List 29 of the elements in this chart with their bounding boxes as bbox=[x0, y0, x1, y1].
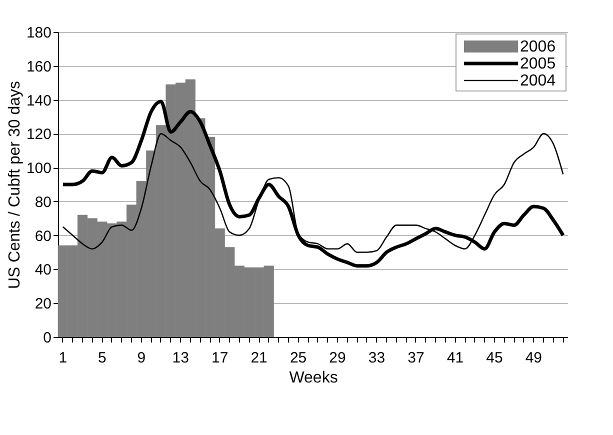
y-tick-label: 0 bbox=[43, 330, 52, 346]
y-tick-label: 160 bbox=[26, 58, 52, 76]
y-tick-label: 20 bbox=[34, 296, 52, 313]
x-tick-label: 17 bbox=[211, 350, 228, 366]
x-tick-label: 33 bbox=[368, 350, 386, 366]
line-series bbox=[61, 100, 565, 268]
legend-label: 2005 bbox=[520, 56, 556, 72]
x-tick-label: 41 bbox=[446, 350, 464, 366]
x-tick-label: 13 bbox=[172, 350, 189, 366]
y-tick-label: 140 bbox=[26, 92, 52, 110]
x-tick-label: 37 bbox=[408, 350, 424, 366]
x-tick-label: 21 bbox=[250, 350, 268, 366]
x-tick-label: 1 bbox=[58, 350, 68, 366]
legend-label: 2004 bbox=[520, 72, 556, 90]
x-tick-label: 45 bbox=[486, 350, 503, 366]
x-axis-title: Weeks bbox=[289, 370, 338, 386]
x-tick-label: 29 bbox=[329, 350, 346, 366]
y-tick-label: 60 bbox=[34, 228, 52, 245]
legend-label: 2006 bbox=[520, 38, 556, 56]
x-tick-label: 5 bbox=[98, 350, 106, 366]
x-tick-label: 9 bbox=[137, 350, 146, 366]
y-tick-label: 120 bbox=[26, 126, 52, 144]
y-axis-title: US Cents / Cubft per 30 days bbox=[6, 80, 24, 290]
y-tick-label: 100 bbox=[26, 160, 52, 178]
x-tick-label: 25 bbox=[290, 350, 307, 366]
y-tick-label: 80 bbox=[34, 194, 52, 211]
y-tick-label: 40 bbox=[34, 262, 52, 279]
y-tick-label: 180 bbox=[26, 24, 52, 42]
x-tick-label: 49 bbox=[525, 350, 542, 366]
